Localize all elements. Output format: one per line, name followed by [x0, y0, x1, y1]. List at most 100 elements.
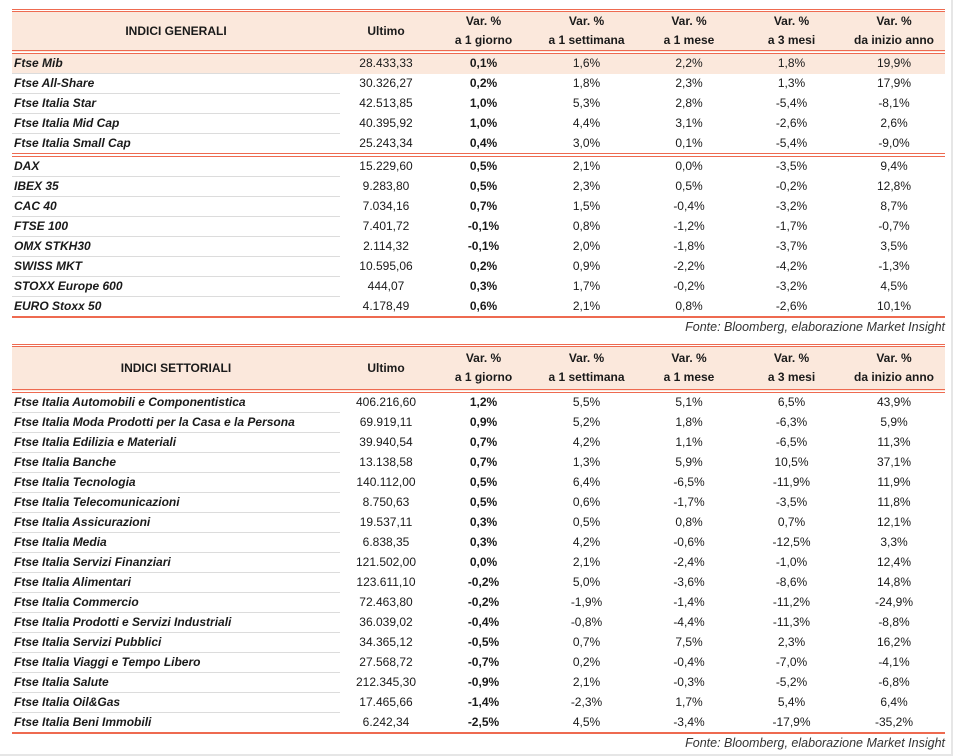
- last-value-cell: 6.242,34: [340, 712, 432, 734]
- header-line: a 1 settimana: [548, 370, 625, 384]
- index-name-cell: Ftse Italia Beni Immobili: [12, 712, 340, 734]
- change-1d-cell: 1,2%: [469, 395, 498, 410]
- table-row: Ftse Italia Moda Prodotti per la Casa e …: [12, 412, 945, 433]
- change-3m-cell: -11,9%: [772, 475, 811, 489]
- table-row: Ftse Italia Viaggi e Tempo Libero 27.568,…: [12, 652, 945, 673]
- header-line: Var. %: [773, 14, 810, 28]
- table-row: Ftse Italia Salute 212.345,30 -0,9% 2,1% -0,…: [12, 672, 945, 693]
- header-line: Var. %: [876, 14, 912, 28]
- change-1d-cell: 0,7%: [469, 199, 498, 213]
- change-3m-cell: -3,5%: [775, 159, 808, 174]
- source-note: Fonte: Bloomberg, elaborazione Market In…: [685, 320, 945, 334]
- column-header-last-value: Ultimo: [340, 9, 432, 54]
- column-header-change-1m: Var. % a 1 mese: [638, 344, 740, 393]
- change-1m-cell: -2,2%: [673, 259, 705, 273]
- index-name-cell: STOXX Europe 600: [12, 276, 340, 297]
- change-1d-cell: 0,1%: [432, 52, 535, 74]
- change-3m-cell: -1,0%: [775, 555, 808, 569]
- change-1d-cell: 1,0%: [469, 96, 498, 110]
- change-1w-cell: 5,2%: [572, 415, 601, 429]
- change-1w-cell: 2,1%: [572, 159, 601, 174]
- change-ytd-cell: -0,7%: [878, 219, 910, 233]
- change-1w-cell: 1,6%: [535, 52, 638, 74]
- last-value-cell: 140.112,00: [356, 475, 416, 489]
- change-ytd-cell: 9,4%: [880, 159, 908, 174]
- table-row: Ftse Italia Telecomunicazioni 8.750,63 0,5…: [12, 492, 945, 513]
- index-name-cell: Ftse Italia Mid Cap: [12, 113, 340, 134]
- last-value-cell: 121.502,00: [355, 555, 417, 569]
- change-1w-cell: 4,2%: [572, 435, 601, 449]
- index-name-cell: IBEX 35: [12, 176, 340, 197]
- change-ytd-cell: 11,9%: [877, 475, 911, 489]
- column-header-change-3m: Var. % a 3 mesi: [740, 9, 843, 54]
- index-name-cell: Ftse Italia Tecnologia: [12, 472, 340, 493]
- general-indices-table: INDICI GENERALI Ultimo Var. % a 1 giorno Var…: [12, 9, 945, 318]
- header-line: a 1 mese: [663, 33, 715, 47]
- change-1w-cell: 0,7%: [572, 635, 601, 649]
- table-row: Ftse Italia Servizi Pubblici 34.365,12 -0,…: [12, 632, 945, 653]
- change-1m-cell: -1,8%: [673, 239, 705, 253]
- last-value-cell: 34.365,12: [359, 635, 413, 649]
- header-line: Var. %: [465, 14, 502, 28]
- index-name-cell: DAX: [12, 155, 340, 177]
- change-1m-cell: 2,3%: [675, 76, 703, 90]
- change-3m-cell: -4,2%: [775, 259, 808, 273]
- column-header-change-1d: Var. % a 1 giorno: [432, 344, 535, 393]
- table-row: Ftse Italia Edilizia e Materiali 39.940,5…: [12, 432, 945, 453]
- change-ytd-cell: 5,9%: [880, 415, 908, 429]
- index-name-cell: Ftse Italia Moda Prodotti per la Casa e …: [12, 412, 340, 433]
- change-1d-cell: 0,9%: [469, 415, 498, 429]
- change-1d-cell: -0,9%: [467, 675, 500, 689]
- change-1d-cell: 0,2%: [469, 76, 498, 90]
- table-row: Ftse Italia Assicurazioni 19.537,11 0,3% 0,…: [12, 512, 945, 533]
- index-name-cell: SWISS MKT: [12, 256, 340, 277]
- table-row: CAC 40 7.034,16 0,7% 1,5% -0,4% -3,2% 8,7%: [12, 196, 945, 217]
- last-value-cell: 10.595,06: [359, 259, 413, 273]
- change-ytd-cell: -4,1%: [878, 655, 910, 669]
- change-1d-cell: 0,0%: [469, 555, 498, 569]
- table-row: Ftse Italia Star 42.513,85 1,0% 5,3% 2,8% -5,…: [12, 93, 945, 114]
- last-value-cell: 27.568,72: [359, 655, 413, 669]
- last-value-cell: 36.039,02: [359, 615, 413, 629]
- change-1w-cell: 5,3%: [572, 96, 601, 110]
- header-line: Var. %: [671, 14, 707, 28]
- header-line: Var. %: [773, 351, 810, 365]
- tables-container: INDICI GENERALI Ultimo Var. % a 1 giorno Var…: [12, 9, 945, 752]
- last-value-cell: 40.395,92: [359, 116, 413, 130]
- index-name-cell: FTSE 100: [12, 216, 340, 237]
- index-name-cell: Ftse Italia Media: [12, 532, 340, 553]
- index-name-cell: Ftse Italia Small Cap: [12, 133, 340, 157]
- last-value-cell: 39.940,54: [359, 435, 413, 449]
- last-value-cell: 444,07: [367, 279, 405, 293]
- change-1w-cell: 4,4%: [572, 116, 601, 130]
- table-row: OMX STKH30 2.114,32 -0,1% 2,0% -1,8% -3,7% 3,5…: [12, 236, 945, 257]
- change-1m-cell: -2,4%: [673, 555, 705, 569]
- header-line: a 1 mese: [663, 370, 715, 384]
- change-1m-cell: -0,3%: [673, 675, 705, 689]
- last-value-cell: 19.537,11: [359, 515, 413, 529]
- last-value-cell: 4.178,49: [340, 296, 432, 318]
- index-name-cell: Ftse Mib: [12, 52, 340, 74]
- change-1d-cell: 0,2%: [469, 259, 498, 273]
- table-row: Ftse Italia Beni Immobili 6.242,34 -2,5% 4,…: [12, 712, 945, 734]
- change-3m-cell: -11,3%: [772, 615, 811, 629]
- change-ytd-cell: 12,8%: [876, 179, 912, 193]
- change-1d-cell: 0,5%: [469, 495, 498, 509]
- change-1m-cell: 2,2%: [638, 52, 740, 74]
- change-1w-cell: 0,9%: [572, 259, 601, 273]
- header-row: INDICI SETTORIALI Ultimo Var. % a 1 giorno V…: [12, 344, 945, 393]
- header-line: da inizio anno: [854, 370, 934, 384]
- last-value-cell: 212.345,30: [355, 675, 417, 689]
- table-row: Ftse Italia Banche 13.138,58 0,7% 1,3% 5,9% 1…: [12, 452, 945, 473]
- column-header-change-ytd: Var. % da inizio anno: [843, 344, 945, 393]
- header-line: a 3 mesi: [767, 33, 816, 47]
- change-1w-cell: 6,4%: [572, 475, 601, 489]
- last-value-cell: 17.465,66: [359, 695, 413, 709]
- change-3m-cell: -5,4%: [740, 133, 843, 157]
- change-3m-cell: -2,6%: [740, 296, 843, 318]
- last-value-cell: 69.919,11: [359, 415, 413, 429]
- index-name-cell: Ftse Italia Assicurazioni: [12, 512, 340, 533]
- header-line: Var. %: [568, 14, 605, 28]
- index-name-cell: Ftse Italia Automobili e Componentistica: [12, 391, 340, 413]
- change-1d-cell: -0,1%: [467, 239, 500, 253]
